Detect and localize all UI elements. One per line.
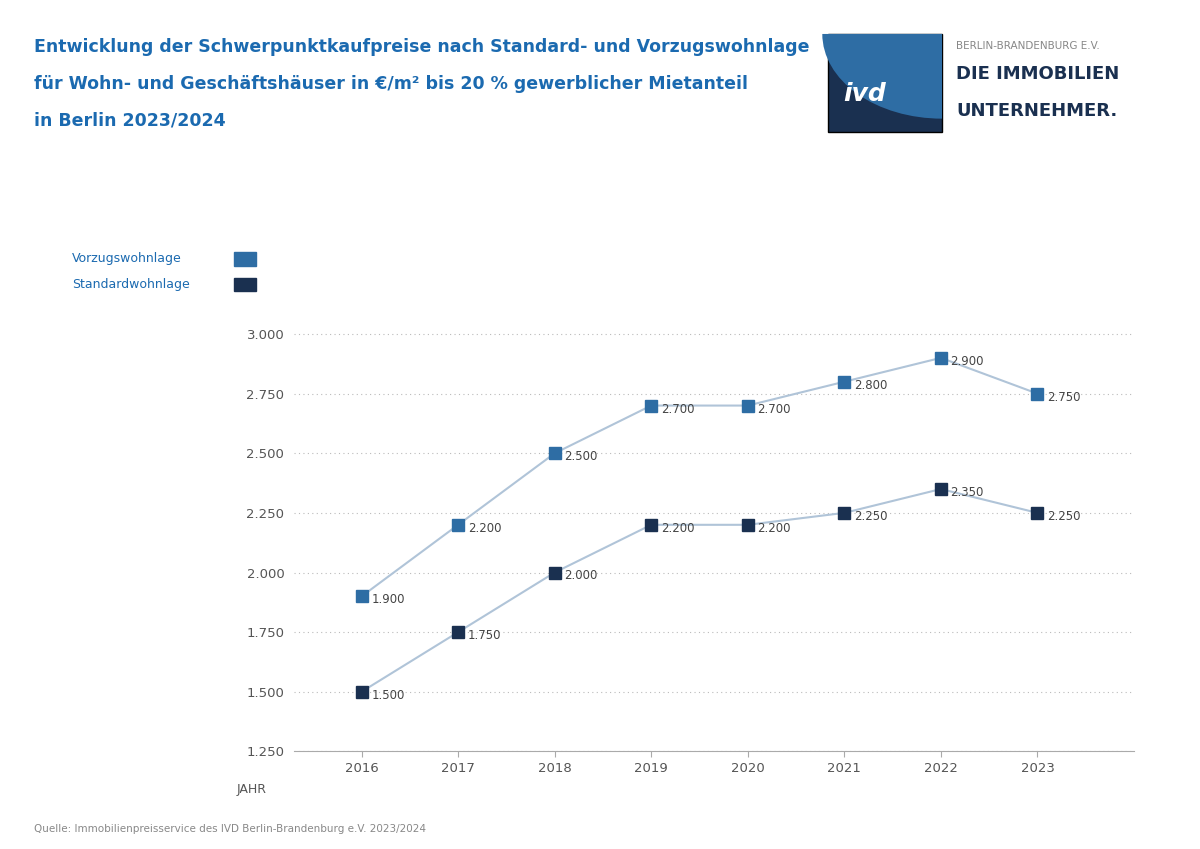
Text: 1.750: 1.750: [468, 629, 502, 642]
Text: 2.200: 2.200: [468, 522, 502, 535]
Text: 2.750: 2.750: [1048, 391, 1081, 403]
Text: JAHR: JAHR: [236, 783, 266, 796]
Text: in Berlin 2023/2024: in Berlin 2023/2024: [34, 111, 226, 129]
Text: BERLIN-BRANDENBURG E.V.: BERLIN-BRANDENBURG E.V.: [956, 41, 1100, 51]
Text: Vorzugswohnlage: Vorzugswohnlage: [72, 252, 181, 266]
Text: 1.500: 1.500: [371, 689, 404, 701]
Text: 1.900: 1.900: [371, 593, 404, 606]
Text: DIE IMMOBILIEN: DIE IMMOBILIEN: [956, 65, 1120, 83]
Text: Quelle: Immobilienpreisservice des IVD Berlin-Brandenburg e.V. 2023/2024: Quelle: Immobilienpreisservice des IVD B…: [34, 824, 426, 834]
Text: 2.250: 2.250: [854, 510, 888, 523]
Text: 2.500: 2.500: [564, 450, 598, 464]
Text: ivd: ivd: [844, 82, 886, 106]
Text: 2.200: 2.200: [757, 522, 791, 535]
Text: 2.700: 2.700: [757, 402, 791, 415]
Text: 2.800: 2.800: [854, 379, 888, 391]
Text: für Wohn- und Geschäftshäuser in €/m² bis 20 % gewerblicher Mietanteil: für Wohn- und Geschäftshäuser in €/m² bi…: [34, 75, 748, 93]
Text: 2.000: 2.000: [564, 570, 598, 582]
Text: Standardwohnlage: Standardwohnlage: [72, 278, 190, 291]
Text: 2.250: 2.250: [1048, 510, 1081, 523]
Text: Entwicklung der Schwerpunktkaufpreise nach Standard- und Vorzugswohnlage: Entwicklung der Schwerpunktkaufpreise na…: [34, 38, 809, 56]
Text: 2.700: 2.700: [661, 402, 695, 415]
Text: 2.200: 2.200: [661, 522, 695, 535]
Text: 2.900: 2.900: [950, 355, 984, 368]
Text: UNTERNEHMER.: UNTERNEHMER.: [956, 103, 1117, 121]
Text: 2.350: 2.350: [950, 486, 984, 499]
